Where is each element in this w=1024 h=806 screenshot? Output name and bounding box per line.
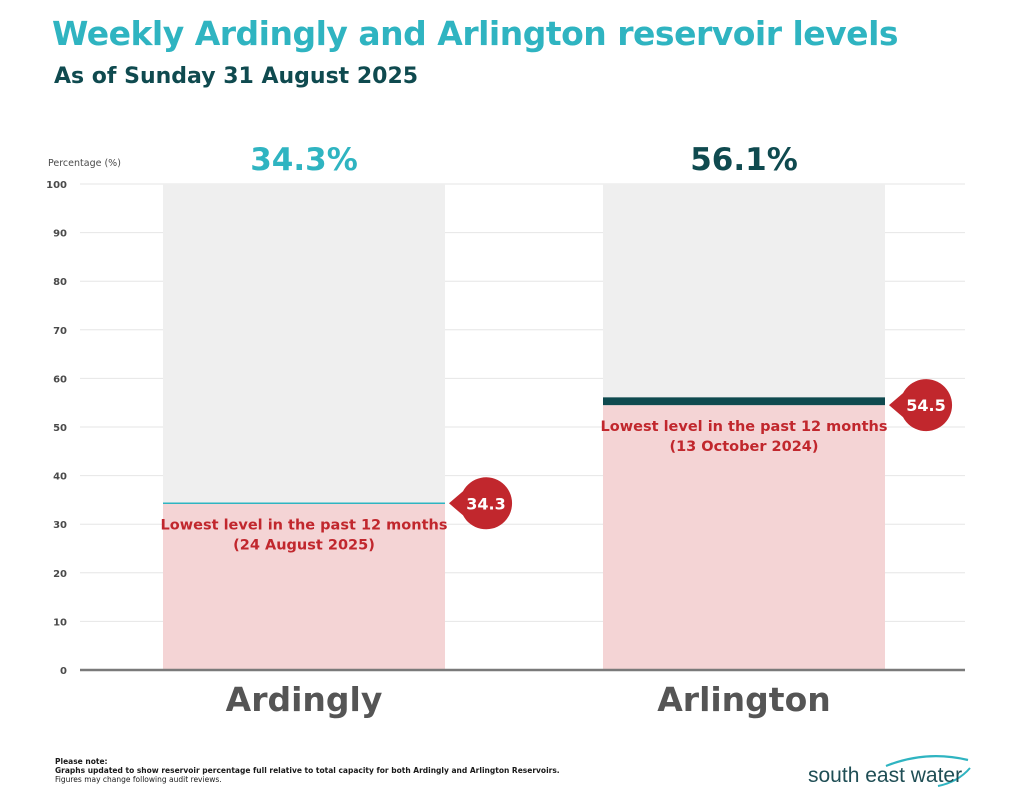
y-tick-label: 30	[53, 520, 67, 531]
footnote: Please note: Graphs updated to show rese…	[55, 757, 655, 784]
south-east-water-logo[interactable]: south east water	[808, 752, 978, 797]
labels: 34.3% Lowest level in the past 12 months (…	[161, 142, 953, 719]
y-axis: 0 10 20 30 40 50 60 70 80 90 100 Percentage (%)	[46, 158, 965, 677]
y-tick-label: 0	[60, 666, 67, 677]
chart-title: Weekly Ardingly and Arlington reservoir …	[52, 14, 899, 53]
y-tick-label: 20	[53, 569, 67, 580]
lowest-level-callout	[889, 379, 953, 432]
value-label: 34.3%	[250, 142, 358, 178]
logo-text: south east water	[808, 764, 963, 787]
chart-subtitle: As of Sunday 31 August 2025	[54, 64, 419, 89]
y-axis-label: Percentage (%)	[48, 158, 121, 169]
category-label: Arlington	[657, 680, 831, 719]
lowest-level-annotation: Lowest level in the past 12 months	[601, 419, 888, 435]
y-tick-label: 70	[53, 326, 67, 337]
y-tick-label: 90	[53, 229, 67, 240]
wave-icon	[885, 755, 971, 787]
footnote-heading: Please note:	[55, 757, 108, 766]
value-label: 56.1%	[690, 142, 798, 178]
lowest-level-annotation: (24 August 2025)	[233, 537, 375, 553]
lowest-level-annotation: (13 October 2024)	[669, 439, 818, 455]
footnote-line-1: Graphs updated to show reservoir percent…	[55, 766, 560, 775]
bars	[163, 184, 885, 670]
reservoir-bar-chart: 0 10 20 30 40 50 60 70 80 90 100 Percentage (%) 34.…	[46, 142, 965, 719]
category-label: Ardingly	[226, 680, 383, 719]
y-tick-label: 40	[53, 472, 67, 483]
lowest-level-annotation: Lowest level in the past 12 months	[161, 517, 448, 533]
y-tick-label: 80	[53, 277, 67, 288]
lowest-level-value: 54.5	[906, 396, 945, 415]
y-tick-label: 10	[53, 617, 67, 628]
lowest-level-value: 34.3	[466, 494, 505, 513]
y-tick-label: 100	[46, 180, 67, 191]
lowest-level-area	[603, 405, 885, 670]
y-tick-label: 50	[53, 423, 67, 434]
lowest-level-callout	[449, 477, 513, 530]
y-tick-label: 60	[53, 374, 67, 385]
lowest-level-area	[163, 503, 445, 670]
current-level-marker	[603, 397, 885, 406]
footnote-line-2: Figures may change following audit revie…	[55, 775, 222, 784]
